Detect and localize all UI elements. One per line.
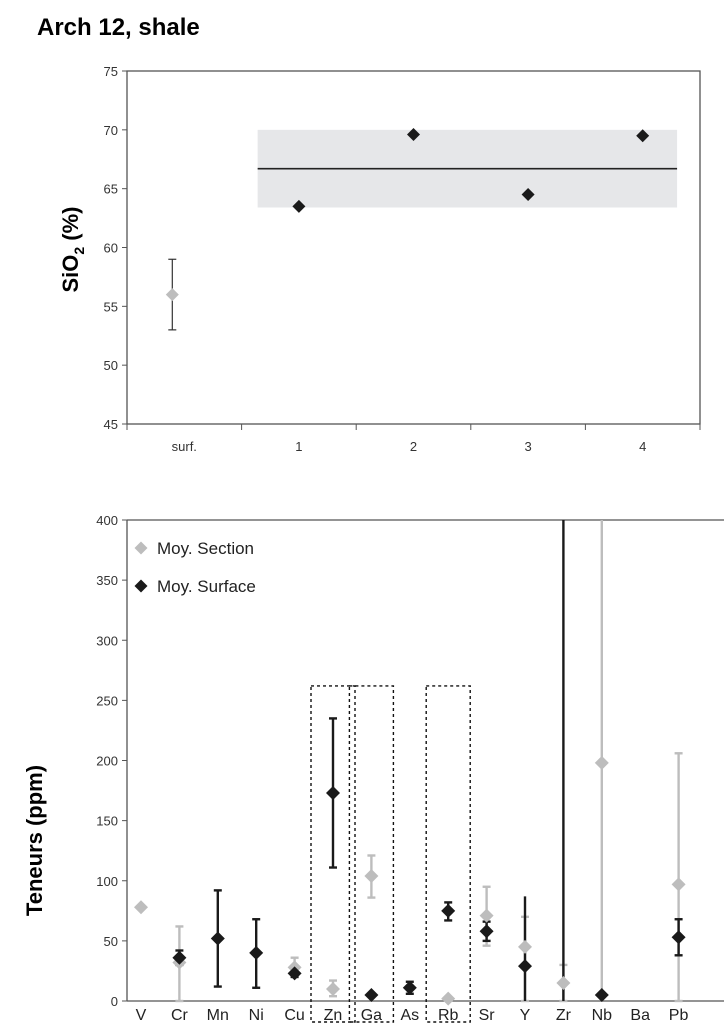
section-point <box>364 868 379 883</box>
y-tick-label: 250 <box>96 693 118 708</box>
legend-marker <box>134 579 148 593</box>
section-point <box>594 755 609 770</box>
x-tick-label: Sr <box>479 1007 496 1023</box>
highlight-box <box>425 685 471 1023</box>
y-tick-label: 200 <box>96 754 118 769</box>
x-tick-label: Cu <box>284 1007 304 1023</box>
highlight-box <box>348 685 395 1023</box>
x-tick-label: Pb <box>669 1007 689 1023</box>
surface-point <box>172 950 187 965</box>
section-point <box>441 991 456 1006</box>
surface-point <box>165 288 179 302</box>
y-tick-label: 50 <box>104 934 118 949</box>
surface-point <box>402 980 417 995</box>
x-tick-label: Mn <box>207 1007 229 1023</box>
legend-label: Moy. Surface <box>157 577 256 596</box>
y-tick-label: 60 <box>104 241 118 256</box>
page-title: Arch 12, shale <box>37 14 200 41</box>
section-point <box>518 939 532 954</box>
x-tick-label: As <box>400 1007 419 1023</box>
surface-point <box>518 959 532 974</box>
legend-marker <box>134 541 148 555</box>
y-tick-label: 400 <box>96 513 118 528</box>
x-tick-label: surf. <box>172 439 197 454</box>
y-axis-label: SiO2 (%) <box>58 206 87 292</box>
y-tick-label: 300 <box>96 633 118 648</box>
surface-point <box>594 987 609 1002</box>
sio2-chart: 45 50 55 60 65 70 75 surf. 1 2 3 4 SiO2 (%) <box>58 64 701 454</box>
x-tick-label: 4 <box>639 439 646 454</box>
y-tick-label: 50 <box>104 358 118 373</box>
y-tick-label: 45 <box>104 417 118 432</box>
y-tick-label: 150 <box>96 814 118 829</box>
x-tick-label: Y <box>520 1007 531 1023</box>
x-tick-label: Zn <box>324 1007 343 1023</box>
x-tick-label: 2 <box>410 439 417 454</box>
y-tick-label: 55 <box>104 299 118 314</box>
surface-point <box>249 945 264 960</box>
section-point <box>134 900 148 915</box>
section-point <box>671 877 686 892</box>
x-tick-label: Ga <box>361 1007 382 1023</box>
surface-point <box>326 785 340 800</box>
legend-label: Moy. Section <box>157 539 254 558</box>
y-tick-label: 100 <box>96 874 118 889</box>
surface-point <box>210 931 225 946</box>
y-tick-label: 70 <box>104 123 118 138</box>
x-tick-label: Cr <box>171 1007 189 1023</box>
data-point <box>636 129 650 143</box>
surface-point <box>671 930 686 945</box>
data-point <box>521 188 535 202</box>
x-tick-label: 1 <box>295 439 302 454</box>
x-tick-label: Ni <box>249 1007 264 1023</box>
section-point <box>556 975 571 990</box>
surface-point <box>441 903 456 918</box>
x-tick-label: 3 <box>524 439 531 454</box>
section-point <box>479 908 494 923</box>
data-point <box>292 199 306 213</box>
surface-point <box>287 966 302 981</box>
y-tick-label: 75 <box>104 64 118 79</box>
x-tick-label: Nb <box>592 1007 613 1023</box>
section-point <box>326 981 340 996</box>
y-tick-label: 0 <box>111 994 118 1009</box>
surface-point <box>364 987 379 1002</box>
y-tick-label: 65 <box>104 182 118 197</box>
x-tick-label: V <box>136 1007 147 1023</box>
y-axis-label: Teneurs (ppm) <box>22 765 47 916</box>
x-tick-label: Zr <box>556 1007 572 1023</box>
highlight-box <box>310 685 356 1023</box>
data-point <box>407 128 420 142</box>
y-tick-label: 350 <box>96 573 118 588</box>
surface-point <box>479 924 494 939</box>
x-tick-label: Rb <box>438 1007 459 1023</box>
x-tick-label: Ba <box>630 1007 650 1023</box>
